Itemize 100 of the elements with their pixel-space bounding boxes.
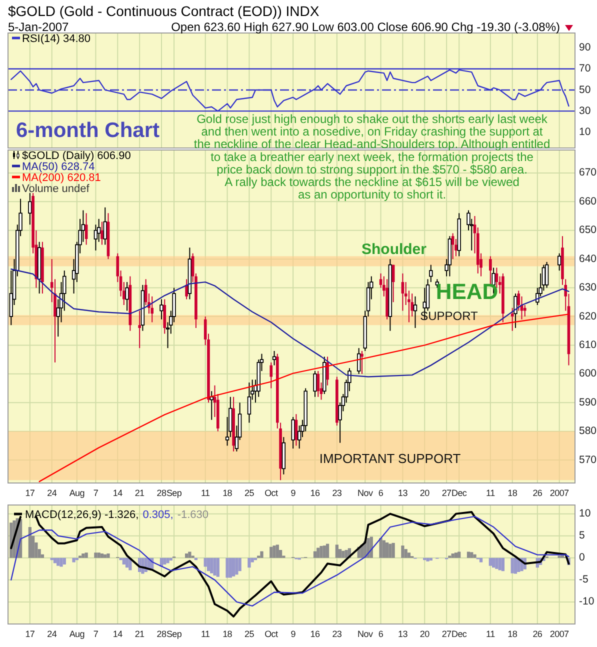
bar — [53, 558, 57, 564]
x-tick-label: 7 — [93, 629, 98, 639]
bar — [514, 558, 518, 574]
bar — [470, 552, 474, 558]
bar — [429, 558, 432, 561]
x-tick-label: 20 — [420, 488, 430, 498]
x-tick-label: 23 — [332, 488, 342, 498]
bar — [125, 558, 129, 568]
x-tick-label: 18 — [222, 488, 232, 498]
bar — [454, 552, 458, 558]
text: 0.305, — [142, 509, 174, 521]
x-tick-label: Aug — [69, 488, 85, 498]
y-tick-label: 570 — [579, 454, 597, 466]
bar — [62, 558, 66, 564]
y-tick-label: 10 — [579, 508, 591, 520]
x-tick-label: 18 — [508, 629, 518, 639]
bar — [392, 542, 395, 558]
legend-label: MA(200) 620.81 — [22, 172, 101, 184]
candlestick — [510, 307, 514, 332]
x-tick-label: 11 — [200, 488, 210, 498]
bar — [260, 551, 264, 558]
x-tick-label: Oct — [264, 488, 278, 498]
chart-title: $GOLD (Gold - Continuous Contract (EOD)) INDX — [8, 3, 320, 19]
bar — [163, 558, 166, 564]
x-tick-label: 28 — [156, 488, 166, 498]
y-tick-label: 650 — [579, 224, 597, 236]
x-tick-label: Aug — [69, 629, 85, 639]
x-tick-label: 24 — [47, 488, 57, 498]
bar — [342, 550, 345, 558]
x-tick-label: 13 — [398, 488, 408, 498]
y-tick-label: 660 — [579, 195, 597, 208]
candlestick — [160, 298, 164, 320]
annotation: Shoulder — [361, 241, 427, 258]
candlestick — [28, 192, 32, 226]
bar — [188, 552, 192, 558]
bar — [313, 551, 317, 558]
x-tick-label: 24 — [47, 629, 57, 639]
x-tick-label: 11 — [486, 488, 496, 498]
candlestick — [270, 362, 273, 389]
x-tick-label: 2007 — [550, 488, 570, 498]
bar — [84, 552, 88, 558]
candlestick — [313, 370, 317, 398]
candlestick — [360, 350, 364, 374]
candlestick — [103, 206, 107, 246]
x-tick-label: 9 — [290, 488, 296, 498]
bar — [404, 549, 408, 558]
x-tick-label: Sep — [166, 629, 182, 639]
bar — [326, 544, 330, 558]
y-tick-label: 50 — [579, 84, 591, 96]
candlestick — [185, 278, 188, 300]
y-tick-label: -10 — [579, 596, 594, 608]
y-tick-label: 10 — [579, 126, 591, 138]
bar — [122, 558, 126, 564]
candlestick — [544, 261, 549, 288]
annotation: IMPORTANT SUPPORT — [319, 451, 461, 466]
candlestick — [557, 252, 562, 272]
x-tick-label: Nov — [358, 629, 374, 639]
chart-subtitle: 5-Jan-2007 — [8, 20, 70, 34]
x-tick-label: 6 — [378, 488, 384, 498]
bar — [466, 552, 470, 558]
candlestick — [413, 296, 418, 328]
y-tick-label: 610 — [579, 338, 597, 351]
x-tick-label: 25 — [244, 629, 254, 639]
x-tick-label: 26 — [532, 488, 542, 498]
bar — [473, 554, 476, 558]
bar — [119, 558, 122, 560]
bar — [407, 552, 411, 558]
x-tick-label: 11 — [200, 629, 210, 639]
y-tick-label: 590 — [579, 396, 597, 408]
x-tick-label: 11 — [486, 629, 496, 639]
bar — [184, 553, 188, 558]
bar — [479, 558, 483, 562]
bar — [276, 544, 279, 558]
candlestick — [163, 298, 166, 334]
candlestick — [489, 256, 492, 286]
bar — [501, 558, 505, 572]
x-tick-label: 16 — [310, 488, 320, 498]
x-tick-label: 27 — [442, 629, 452, 639]
legend-label: MACD(12,26,9) -1.326, — [25, 509, 139, 521]
legend-title: $GOLD (Daily) 606.90 — [22, 150, 131, 162]
y-tick-label: 70 — [579, 62, 591, 75]
x-tick-label: 18 — [508, 488, 518, 498]
line-series — [38, 314, 570, 482]
annotation: Open 623.60 High 627.90 Low 603.00 Close 606.90 Chg -19.30 (-3.08%) — [171, 20, 560, 34]
candlestick — [316, 370, 320, 398]
legend-label: RSI(14) 34.80 — [22, 33, 90, 45]
x-tick-label: 25 — [244, 488, 254, 498]
bar — [28, 527, 32, 558]
y-tick-label: 580 — [579, 425, 597, 438]
line-series — [10, 268, 570, 378]
bar — [94, 552, 98, 558]
bar — [56, 558, 60, 566]
x-tick-label: Dec — [452, 488, 468, 498]
bar — [82, 553, 85, 558]
bar — [72, 558, 76, 562]
x-tick-label: 21 — [134, 629, 145, 639]
x-tick-label: 23 — [332, 629, 342, 639]
bar — [166, 558, 170, 564]
x-tick-label: 27 — [442, 488, 452, 498]
bar — [248, 558, 251, 568]
